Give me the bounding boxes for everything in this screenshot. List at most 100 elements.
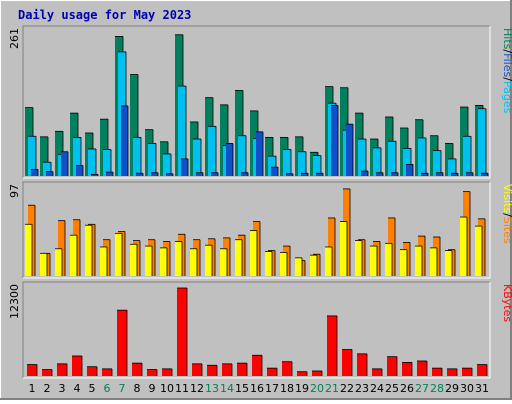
x-tick-label-7: 7 <box>119 382 126 395</box>
x-tick-label-2: 2 <box>44 382 51 395</box>
files-bar-19 <box>298 151 306 176</box>
pages-bar-22 <box>346 124 353 176</box>
files-bar-31 <box>478 108 486 176</box>
panel-2-inset-highlight <box>23 182 491 279</box>
sites-bar-22 <box>340 221 347 276</box>
x-tick-label-4: 4 <box>74 382 81 395</box>
x-tick-label-27: 27 <box>415 382 429 395</box>
kbytes-bar-6 <box>102 368 112 376</box>
files-bar-17 <box>268 156 276 176</box>
pages-bar-10 <box>166 173 173 176</box>
files-bar-27 <box>418 137 426 176</box>
x-tick-label-16: 16 <box>250 382 264 395</box>
x-tick-label-1: 1 <box>29 382 36 395</box>
panel-1-legend: Hits/Files/Pages <box>501 28 512 114</box>
kbytes-bar-1 <box>27 364 37 376</box>
panel-2-legend-item-3: Sites <box>501 217 512 244</box>
x-tick-label-17: 17 <box>265 382 279 395</box>
sites-bar-9 <box>145 246 152 276</box>
kbytes-bar-7 <box>117 310 127 376</box>
hits-bar-3 <box>55 131 63 176</box>
x-tick-label-28: 28 <box>430 382 444 395</box>
kbytes-bar-18 <box>282 361 292 376</box>
pages-bar-5 <box>91 174 98 176</box>
sites-bar-11 <box>175 241 182 276</box>
panel-1-legend-item-2: / <box>501 49 512 53</box>
x-tick-label-29: 29 <box>445 382 459 395</box>
hits-bar-8 <box>130 74 138 176</box>
x-tick-label-25: 25 <box>385 382 399 395</box>
pages-bar-15 <box>241 172 248 176</box>
files-bar-26 <box>403 148 411 176</box>
panel-2-inset-shadow <box>22 181 490 278</box>
x-tick-label-23: 23 <box>355 382 369 395</box>
kbytes-bar-23 <box>357 353 367 376</box>
kbytes-bar-14 <box>222 363 232 376</box>
files-bar-6 <box>103 149 111 176</box>
x-tick-label-24: 24 <box>370 382 384 395</box>
x-tick-label-18: 18 <box>280 382 294 395</box>
panel-2-legend-item-2: / <box>501 213 512 217</box>
kbytes-bar-3 <box>57 363 67 376</box>
files-bar-12 <box>193 139 201 176</box>
pages-bar-18 <box>286 173 293 176</box>
pages-bar-1 <box>31 169 38 176</box>
kbytes-bar-15 <box>237 363 247 376</box>
x-tick-label-21: 21 <box>325 382 339 395</box>
pages-bar-27 <box>421 173 428 176</box>
sites-bar-3 <box>55 248 62 276</box>
x-tick-label-15: 15 <box>235 382 249 395</box>
pages-bar-11 <box>181 158 188 176</box>
files-bar-4 <box>73 137 81 176</box>
kbytes-bar-28 <box>432 368 442 376</box>
files-bar-5 <box>88 148 96 176</box>
panel-1-legend-item-5: Pages <box>501 81 512 114</box>
x-tick-label-30: 30 <box>460 382 474 395</box>
pages-bar-7 <box>121 105 128 176</box>
pages-bar-8 <box>136 173 143 176</box>
kbytes-bar-26 <box>402 362 412 376</box>
sites-bar-6 <box>100 246 107 276</box>
hits-bar-6 <box>100 119 108 176</box>
kbytes-bar-20 <box>312 370 322 376</box>
files-bar-11 <box>178 86 186 176</box>
pages-bar-2 <box>46 171 53 176</box>
pages-bar-13 <box>211 172 218 176</box>
kbytes-bar-21 <box>327 315 337 376</box>
x-tick-label-8: 8 <box>134 382 141 395</box>
sites-bar-28 <box>430 247 437 276</box>
visits-bar-3 <box>58 220 65 276</box>
panel-1-inset-highlight <box>23 26 491 179</box>
pages-bar-12 <box>196 172 203 176</box>
files-bar-15 <box>238 135 246 176</box>
panel-1-inset-shadow <box>22 25 490 178</box>
files-bar-23 <box>358 139 366 176</box>
files-bar-13 <box>208 126 216 176</box>
pages-bar-6 <box>106 172 113 176</box>
pages-bar-29 <box>451 173 458 176</box>
x-tick-label-26: 26 <box>400 382 414 395</box>
pages-bar-26 <box>406 164 413 176</box>
files-bar-24 <box>373 147 381 176</box>
pages-bar-16 <box>256 131 263 176</box>
kbytes-bar-12 <box>192 363 202 376</box>
x-tick-label-14: 14 <box>220 382 234 395</box>
panel-1-legend-item-4: / <box>501 77 512 81</box>
kbytes-bar-27 <box>417 360 427 376</box>
sites-bar-5 <box>85 225 92 276</box>
files-bar-29 <box>448 158 456 176</box>
sites-bar-25 <box>385 243 392 276</box>
sites-bar-30 <box>460 217 467 276</box>
panel-1-legend-item-3: Files <box>501 53 512 77</box>
x-tick-label-3: 3 <box>59 382 66 395</box>
x-tick-label-5: 5 <box>89 382 96 395</box>
kbytes-bar-4 <box>72 355 82 376</box>
sites-bar-10 <box>160 247 167 276</box>
pages-bar-30 <box>466 172 473 176</box>
panel-3-inset-highlight <box>23 282 491 379</box>
sites-bar-8 <box>130 244 137 276</box>
sites-bar-23 <box>355 240 362 276</box>
sites-bar-31 <box>475 226 482 276</box>
